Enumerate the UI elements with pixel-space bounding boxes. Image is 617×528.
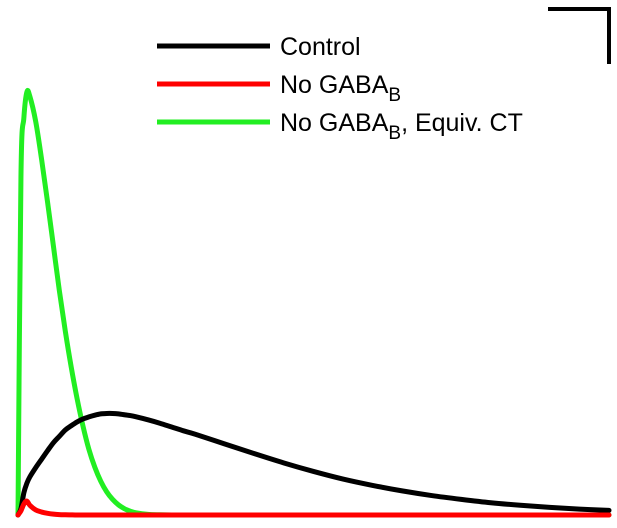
series-layer [15, 87, 612, 518]
legend-label-main: No GABA [280, 109, 389, 137]
legend-label-subscript: B [388, 123, 401, 144]
legend-label-subscript: B [388, 85, 401, 106]
series-line-no-gabab [15, 498, 612, 518]
legend-label-1: Control [280, 33, 361, 61]
series-line-control [15, 410, 612, 518]
legend-label-suffix: , Equiv. CT [401, 109, 523, 137]
legend-label-main: No GABA [280, 71, 389, 99]
legend-label-3: No GABAB, Equiv. CT [280, 109, 523, 144]
scale-bar [548, 7, 611, 64]
series-line-no-gabab-equiv-ct [15, 87, 612, 518]
legend-label-main: Control [280, 33, 361, 61]
legend-label-2: No GABAB [280, 71, 401, 106]
